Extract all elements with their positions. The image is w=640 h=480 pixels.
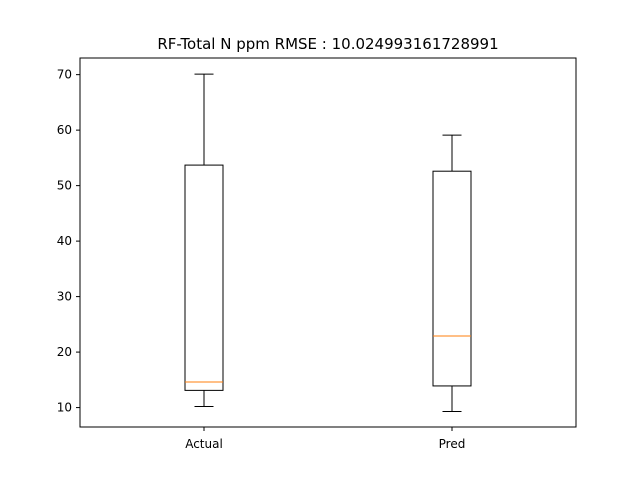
box-actual bbox=[184, 164, 224, 391]
box-pred bbox=[432, 170, 472, 387]
x-tick-label-actual: Actual bbox=[185, 437, 223, 451]
y-tick-label-50: 50 bbox=[57, 179, 72, 193]
y-tick-label-20: 20 bbox=[57, 345, 72, 359]
y-tick-label-60: 60 bbox=[57, 123, 72, 137]
y-tick-label-30: 30 bbox=[57, 290, 72, 304]
chart-title: RF-Total N ppm RMSE : 10.024993161728991 bbox=[157, 35, 498, 53]
plot-frame bbox=[79, 57, 577, 428]
x-tick-label-pred: Pred bbox=[439, 437, 466, 451]
y-tick-label-70: 70 bbox=[57, 68, 72, 82]
y-tick-label-10: 10 bbox=[57, 401, 72, 415]
y-tick-label-40: 40 bbox=[57, 234, 72, 248]
